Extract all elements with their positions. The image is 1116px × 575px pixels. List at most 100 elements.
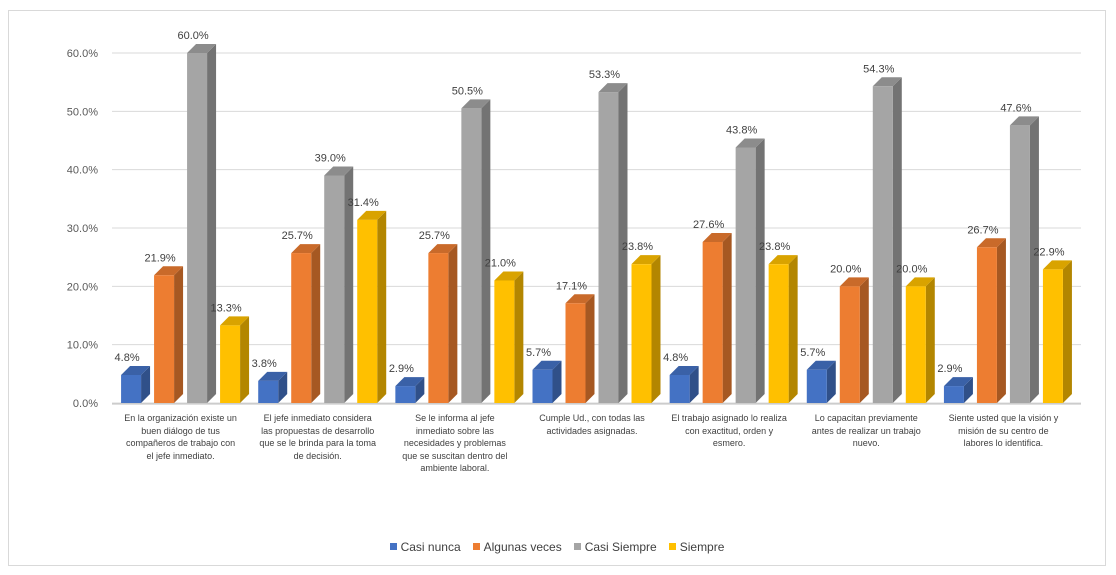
bar-side-casi-nunca (552, 360, 562, 403)
bar-casi-nunca (806, 369, 827, 403)
data-label: 13.3% (210, 302, 241, 314)
bar-top-siempre (768, 255, 798, 265)
bar-side-casi-nunca (415, 377, 425, 403)
chart-plot: 0.0% 10.0% 20.0% 30.0% 40.0% 50.0% 60.0% 4.8% 21… (67, 30, 1081, 410)
bar-top-casi-nunca (532, 360, 562, 370)
bar-casi-nunca (943, 386, 964, 403)
bar-casi-siempre (1009, 125, 1030, 403)
bar-algunas-veces (565, 303, 586, 403)
legend-label: Siempre (679, 539, 725, 554)
bar-side-casi-siempre (618, 83, 628, 403)
x-tick-label: Cumple Ud., con todas las actividades as… (539, 413, 645, 436)
data-label: 21.0% (485, 258, 516, 270)
data-label: 17.1% (556, 280, 587, 292)
y-tick-label: 20.0% (67, 281, 98, 293)
legend-swatch (472, 543, 480, 551)
bar-top-algunas-veces (428, 244, 458, 254)
bar-top-algunas-veces (976, 238, 1006, 248)
data-label: 47.6% (1000, 102, 1031, 114)
data-label: 60.0% (177, 30, 208, 42)
bar-siempre (768, 264, 789, 403)
bar-side-algunas-veces (859, 277, 869, 403)
bar-top-casi-siempre (1009, 116, 1039, 126)
bar-top-algunas-veces (565, 294, 595, 304)
legend-label: Casi nunca (400, 539, 461, 554)
bar-siempre (357, 219, 378, 403)
bar-side-casi-siempre (481, 99, 491, 404)
bar-side-siempre (788, 255, 798, 403)
bar-top-siempre (494, 271, 524, 281)
bar-top-casi-siempre (735, 138, 765, 148)
data-label: 23.8% (622, 241, 653, 253)
bar-casi-nunca (669, 375, 690, 403)
data-label: 27.6% (693, 219, 724, 231)
bar-top-casi-nunca (395, 377, 425, 387)
bar-top-casi-siempre (598, 83, 628, 93)
bar-side-algunas-veces (722, 233, 732, 403)
bar-side-siempre (925, 277, 935, 403)
bar-top-siempre (357, 210, 387, 220)
bar-casi-nunca (121, 375, 142, 403)
data-label: 50.5% (452, 85, 483, 97)
bar-casi-nunca (258, 380, 279, 403)
legend-item: Casi nunca (389, 539, 461, 554)
y-tick-label: 0.0% (73, 398, 98, 410)
bar-casi-siempre (461, 108, 482, 404)
x-tick-label: El trabajo asignado lo realiza con exact… (671, 413, 787, 448)
bar-side-casi-siempre (344, 166, 354, 403)
bar-top-siempre (220, 316, 250, 326)
bar-algunas-veces (154, 275, 175, 403)
bar-side-siempre (1062, 260, 1072, 403)
data-label: 31.4% (348, 197, 379, 209)
legend-label: Casi Siempre (584, 539, 657, 554)
y-tick-label: 50.0% (67, 106, 98, 118)
data-label: 39.0% (315, 153, 346, 165)
bar-top-siempre (631, 255, 661, 265)
legend-item: Algunas veces (472, 539, 562, 554)
bar-top-algunas-veces (839, 277, 869, 287)
legend-item: Casi Siempre (573, 539, 657, 554)
bar-casi-nunca (395, 386, 416, 403)
data-label: 25.7% (282, 230, 313, 242)
bar-side-algunas-veces (448, 244, 458, 403)
data-label: 25.7% (419, 230, 450, 242)
bar-side-algunas-veces (996, 238, 1006, 403)
bar-side-siempre (377, 210, 387, 403)
bar-side-casi-siempre (1029, 116, 1039, 403)
bar-side-casi-siempre (755, 138, 765, 403)
bar-casi-nunca (532, 369, 553, 403)
bar-side-siempre (514, 271, 524, 403)
bar-side-algunas-veces (585, 294, 595, 403)
y-tick-label: 30.0% (67, 223, 98, 235)
bar-top-algunas-veces (291, 244, 321, 254)
bar-siempre (631, 264, 652, 403)
bar-top-casi-nunca (943, 377, 973, 387)
legend-swatch (573, 543, 581, 551)
data-label: 23.8% (759, 241, 790, 253)
bar-top-siempre (905, 277, 935, 287)
bar-top-casi-nunca (806, 360, 836, 370)
bar-side-casi-nunca (141, 366, 151, 403)
bar-casi-siempre (735, 147, 756, 403)
legend-label: Algunas veces (483, 539, 562, 554)
bar-algunas-veces (702, 242, 723, 403)
bar-casi-siempre (187, 53, 208, 403)
data-label: 4.8% (115, 352, 140, 364)
x-tick-label: Se le informa al jefe inmediato sobre la… (402, 413, 508, 473)
bar-siempre (905, 286, 926, 403)
data-label: 43.8% (726, 125, 757, 137)
bar-side-algunas-veces (311, 244, 321, 403)
bar-casi-siempre (598, 92, 619, 403)
bar-top-casi-siempre (461, 99, 491, 109)
data-label: 53.3% (589, 69, 620, 81)
legend-item: Siempre (668, 539, 725, 554)
x-tick-label: Siente usted que la visión y misión de s… (948, 413, 1059, 448)
data-label: 54.3% (863, 63, 894, 75)
bar-top-casi-nunca (121, 366, 151, 375)
y-tick-label: 10.0% (67, 340, 98, 352)
legend-swatch (668, 543, 676, 551)
legend-swatch (389, 543, 397, 551)
y-tick-label: 40.0% (67, 165, 98, 177)
bar-top-algunas-veces (702, 233, 732, 242)
data-label: 5.7% (800, 347, 825, 359)
